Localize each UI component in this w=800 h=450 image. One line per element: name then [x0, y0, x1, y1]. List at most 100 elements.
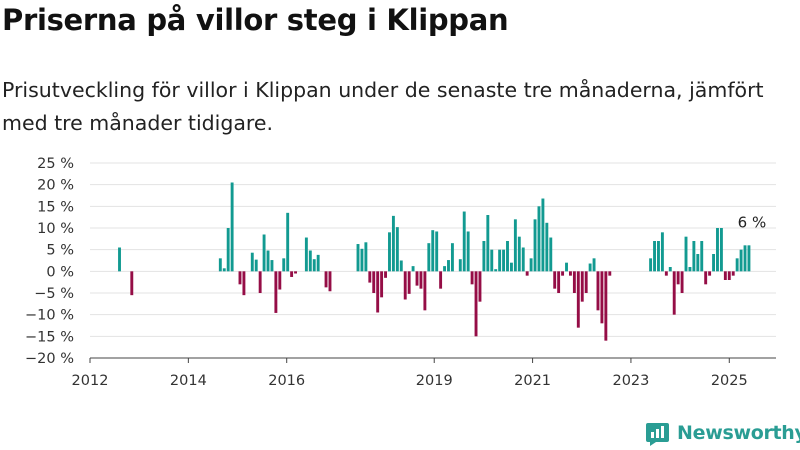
bar	[672, 271, 676, 315]
bar	[238, 271, 242, 285]
bar	[498, 249, 502, 272]
bar	[541, 198, 545, 272]
bar	[719, 228, 723, 272]
bar	[668, 267, 672, 272]
bar	[431, 230, 435, 272]
bar	[439, 271, 443, 289]
bar	[739, 249, 743, 272]
bar	[435, 231, 439, 272]
bar	[513, 219, 517, 272]
bar	[399, 260, 403, 272]
bar	[384, 271, 387, 278]
bar	[660, 232, 664, 272]
bar	[584, 271, 588, 293]
y-tick-label: −5 %	[34, 286, 74, 302]
bar	[482, 241, 486, 272]
bar	[490, 249, 494, 272]
bar	[270, 260, 274, 272]
bar	[372, 271, 376, 293]
bar	[747, 245, 751, 272]
bar	[356, 244, 360, 272]
bar	[290, 271, 294, 277]
bar	[604, 271, 608, 341]
bar	[274, 271, 278, 313]
bar	[572, 271, 576, 293]
bar	[324, 271, 328, 288]
x-axis-ticks: 2012 2014 2016 2019 2021 2023 2025	[72, 358, 748, 389]
bar	[592, 258, 596, 272]
bar	[391, 215, 395, 272]
bar	[731, 271, 735, 276]
y-tick-label: 15 %	[37, 199, 74, 215]
bar	[486, 215, 490, 272]
chart-subtitle: Prisutveckling för villor i Klippan unde…	[2, 78, 764, 135]
bar	[474, 271, 478, 337]
newsworthy-logo-icon	[646, 422, 669, 446]
bar	[312, 259, 316, 272]
y-tick-label: 5 %	[46, 243, 74, 259]
bar	[478, 271, 482, 302]
bar	[450, 243, 454, 272]
bar	[684, 236, 688, 272]
bar	[664, 271, 668, 276]
bar	[696, 254, 700, 272]
bar	[735, 258, 739, 272]
bar	[657, 241, 660, 272]
bar	[533, 219, 537, 272]
bar	[588, 263, 592, 272]
bar	[525, 271, 529, 276]
bar	[521, 247, 525, 272]
bar	[218, 258, 222, 272]
bar	[415, 271, 419, 286]
bar	[506, 241, 509, 272]
bar	[537, 206, 541, 272]
bar	[258, 271, 262, 293]
bar	[549, 237, 553, 272]
bar	[557, 271, 561, 293]
bar	[561, 271, 565, 276]
bar	[708, 271, 712, 276]
bar	[462, 211, 466, 272]
bar	[376, 271, 380, 313]
bar	[360, 248, 364, 272]
chart-title: Priserna på villor steg i Klippan	[2, 3, 509, 37]
bar	[388, 232, 391, 272]
bar	[494, 269, 498, 272]
bar	[509, 262, 513, 272]
bar	[407, 271, 411, 294]
bar	[576, 271, 580, 328]
bar	[712, 254, 715, 272]
bar	[130, 271, 134, 296]
bar	[286, 212, 290, 272]
bar	[278, 271, 282, 290]
bar	[653, 241, 656, 272]
bar	[222, 268, 226, 272]
x-tick-label: 2021	[514, 373, 551, 389]
x-tick-label: 2016	[268, 373, 305, 389]
bar	[676, 271, 680, 285]
x-tick-label: 2023	[612, 373, 649, 389]
bar	[403, 271, 407, 300]
bar	[447, 260, 450, 272]
y-tick-label: 0 %	[46, 264, 74, 280]
bar	[458, 259, 462, 272]
bar-chart: 25 % 20 % 15 % 10 % 5 % 0 % −5 % −10 % −15 % −20 …	[25, 156, 776, 389]
bar	[553, 271, 557, 289]
bar	[649, 258, 653, 272]
y-tick-label: 25 %	[37, 156, 74, 172]
x-tick-label: 2012	[72, 373, 109, 389]
bar	[427, 243, 431, 272]
bar	[294, 271, 297, 274]
newsworthy-logo: Newsworthy	[645, 419, 800, 447]
bar	[419, 271, 423, 289]
bar	[262, 234, 266, 272]
bar	[118, 247, 121, 272]
bar	[411, 266, 415, 272]
x-tick-label: 2019	[416, 373, 453, 389]
bar	[580, 271, 584, 302]
y-tick-label: −15 %	[25, 329, 74, 345]
x-tick-label: 2014	[170, 373, 207, 389]
bar	[529, 258, 533, 272]
bar	[226, 228, 230, 272]
bar	[545, 222, 549, 272]
